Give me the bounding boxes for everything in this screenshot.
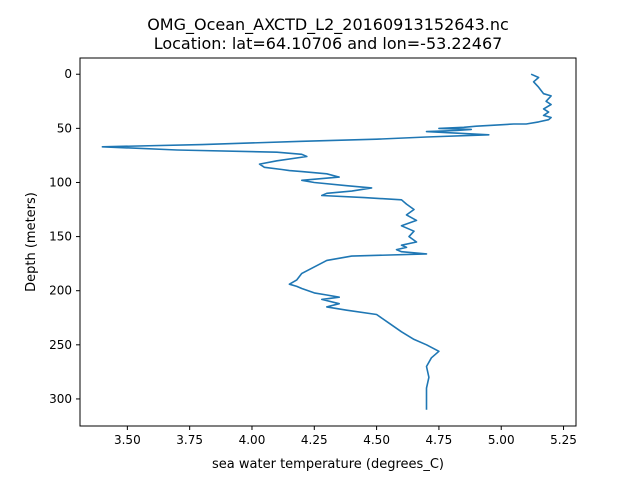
x-tick-label: 4.25	[301, 433, 328, 447]
y-tick-label: 100	[49, 175, 72, 189]
y-tick-label: 150	[49, 230, 72, 244]
y-tick-label: 50	[57, 121, 72, 135]
y-tick-label: 250	[49, 338, 72, 352]
y-tick-label: 200	[49, 284, 72, 298]
y-axis-ticks: 0 50 100 150 200 250 300	[49, 67, 80, 406]
x-tick-label: 3.50	[114, 433, 141, 447]
x-tick-label: 4.00	[239, 433, 266, 447]
x-tick-label: 5.25	[550, 433, 577, 447]
x-axis-label: sea water temperature (degrees_C)	[212, 457, 444, 472]
x-tick-label: 4.50	[363, 433, 390, 447]
x-axis-ticks: 3.50 3.75 4.00 4.25 4.50 4.75 5.00 5.25	[114, 426, 577, 447]
y-axis-label: Depth (meters)	[24, 192, 39, 292]
x-tick-label: 4.75	[426, 433, 453, 447]
x-tick-label: 3.75	[176, 433, 203, 447]
temperature-profile-line	[101, 73, 552, 410]
chart-title: OMG_Ocean_AXCTD_L2_20160913152643.nc	[147, 15, 509, 35]
plot-frame	[79, 57, 577, 427]
x-tick-label: 5.00	[488, 433, 515, 447]
chart-subtitle: Location: lat=64.10706 and lon=-53.22467	[154, 34, 503, 53]
y-tick-label: 300	[49, 392, 72, 406]
y-tick-label: 0	[64, 67, 72, 81]
